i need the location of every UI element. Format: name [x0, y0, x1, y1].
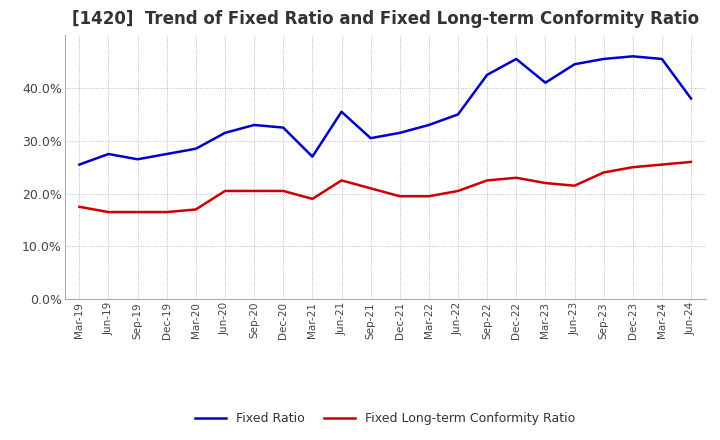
Fixed Long-term Conformity Ratio — [483, 178, 492, 183]
Fixed Long-term Conformity Ratio — [279, 188, 287, 194]
Fixed Long-term Conformity Ratio — [570, 183, 579, 188]
Title: [1420]  Trend of Fixed Ratio and Fixed Long-term Conformity Ratio: [1420] Trend of Fixed Ratio and Fixed Lo… — [71, 10, 699, 28]
Fixed Ratio — [425, 122, 433, 128]
Fixed Long-term Conformity Ratio — [425, 194, 433, 199]
Fixed Ratio — [395, 130, 404, 136]
Line: Fixed Long-term Conformity Ratio: Fixed Long-term Conformity Ratio — [79, 162, 691, 212]
Fixed Ratio — [657, 56, 666, 62]
Fixed Long-term Conformity Ratio — [454, 188, 462, 194]
Fixed Long-term Conformity Ratio — [629, 165, 637, 170]
Line: Fixed Ratio: Fixed Ratio — [79, 56, 691, 165]
Fixed Long-term Conformity Ratio — [599, 170, 608, 175]
Fixed Long-term Conformity Ratio — [308, 196, 317, 202]
Fixed Long-term Conformity Ratio — [366, 186, 375, 191]
Legend: Fixed Ratio, Fixed Long-term Conformity Ratio: Fixed Ratio, Fixed Long-term Conformity … — [190, 407, 580, 430]
Fixed Ratio — [75, 162, 84, 167]
Fixed Long-term Conformity Ratio — [657, 162, 666, 167]
Fixed Long-term Conformity Ratio — [192, 207, 200, 212]
Fixed Long-term Conformity Ratio — [687, 159, 696, 165]
Fixed Ratio — [163, 151, 171, 157]
Fixed Long-term Conformity Ratio — [133, 209, 142, 215]
Fixed Ratio — [570, 62, 579, 67]
Fixed Long-term Conformity Ratio — [541, 180, 550, 186]
Fixed Long-term Conformity Ratio — [250, 188, 258, 194]
Fixed Long-term Conformity Ratio — [104, 209, 113, 215]
Fixed Ratio — [599, 56, 608, 62]
Fixed Long-term Conformity Ratio — [395, 194, 404, 199]
Fixed Long-term Conformity Ratio — [512, 175, 521, 180]
Fixed Long-term Conformity Ratio — [220, 188, 229, 194]
Fixed Ratio — [250, 122, 258, 128]
Fixed Ratio — [220, 130, 229, 136]
Fixed Ratio — [104, 151, 113, 157]
Fixed Long-term Conformity Ratio — [337, 178, 346, 183]
Fixed Ratio — [687, 96, 696, 101]
Fixed Long-term Conformity Ratio — [75, 204, 84, 209]
Fixed Ratio — [366, 136, 375, 141]
Fixed Ratio — [308, 154, 317, 159]
Fixed Ratio — [279, 125, 287, 130]
Fixed Ratio — [337, 109, 346, 114]
Fixed Ratio — [133, 157, 142, 162]
Fixed Ratio — [192, 146, 200, 151]
Fixed Ratio — [629, 54, 637, 59]
Fixed Ratio — [512, 56, 521, 62]
Fixed Ratio — [483, 72, 492, 77]
Fixed Ratio — [454, 112, 462, 117]
Fixed Long-term Conformity Ratio — [163, 209, 171, 215]
Fixed Ratio — [541, 80, 550, 85]
